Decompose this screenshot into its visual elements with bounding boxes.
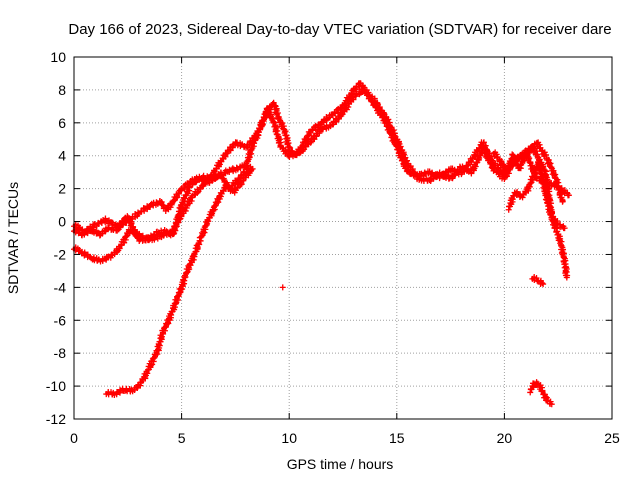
series-4-point: [240, 177, 247, 184]
series-4-point: [191, 251, 198, 258]
series-6-point: [551, 216, 558, 223]
series-7-point: [539, 280, 546, 287]
series-7-point: [540, 281, 547, 288]
y-tick-label: 6: [58, 115, 66, 131]
series-2-point: [396, 143, 403, 150]
y-tick-label: 0: [58, 214, 66, 230]
series-3-point: [129, 223, 136, 230]
y-tick-label: 4: [58, 148, 66, 164]
series-3-point: [75, 225, 82, 232]
series-6-point: [540, 164, 547, 171]
series-2-point: [217, 158, 224, 165]
series-4-point: [201, 229, 208, 236]
series-2-point: [352, 93, 359, 100]
x-tick-label: 25: [604, 430, 620, 446]
x-tick-label: 15: [389, 430, 405, 446]
series-6-point: [509, 151, 516, 158]
series-8-point: [548, 401, 555, 408]
y-tick-label: -12: [46, 411, 66, 427]
series-4-point: [158, 333, 165, 340]
series-2-point: [197, 186, 204, 193]
series-6-point: [521, 157, 528, 164]
x-tick-label: 5: [178, 430, 186, 446]
y-tick-label: 8: [58, 82, 66, 98]
y-tick-label: -6: [54, 312, 67, 328]
y-tick-label: -8: [54, 345, 67, 361]
series-4-point: [123, 387, 130, 394]
series-6-point: [561, 225, 568, 232]
series-1-point: [565, 192, 572, 199]
y-axis-label: SDTVAR / TECUs: [5, 182, 21, 294]
series-2-point: [293, 151, 300, 158]
series-1-point: [468, 159, 475, 166]
series-9-point: [279, 284, 286, 291]
series-5-point: [563, 274, 570, 281]
series-4-point: [204, 218, 211, 225]
series-3-point: [124, 213, 131, 220]
x-tick-label: 0: [70, 430, 78, 446]
x-axis-label: GPS time / hours: [287, 456, 394, 472]
grid-lines: [74, 57, 612, 419]
series-2-point: [390, 127, 397, 134]
series-2-point: [211, 168, 218, 175]
y-axis-ticks: -12 -10 -8 -6 -4 -2 0 2 4 6 8 10: [46, 49, 612, 427]
y-tick-label: 10: [50, 49, 66, 65]
y-tick-label: -10: [46, 378, 66, 394]
series-4-point: [195, 241, 202, 248]
series-2-point: [468, 170, 475, 177]
series-3-point: [133, 231, 140, 238]
plot-frame: [73, 56, 613, 420]
y-tick-label: -4: [54, 279, 67, 295]
series-2-point: [401, 154, 408, 161]
series-2-point: [90, 255, 97, 262]
series-1-point: [270, 99, 277, 106]
series-3-point: [195, 176, 202, 183]
y-tick-label: 2: [58, 181, 66, 197]
series-1-point: [526, 159, 533, 166]
series-3-point: [244, 165, 251, 172]
series-4-point: [249, 165, 256, 172]
chart-title: Day 166 of 2023, Sidereal Day-to-day VTE…: [68, 21, 611, 38]
series-2-point: [557, 188, 564, 195]
series-1-point: [348, 90, 355, 97]
data-points: [71, 80, 572, 408]
series-4-point: [203, 221, 210, 228]
series-4-point: [182, 272, 189, 279]
series-1-point: [273, 110, 280, 117]
series-1-point: [320, 119, 327, 126]
series-2-point: [476, 152, 483, 159]
series-2-point: [559, 198, 566, 205]
series-2-point: [547, 160, 554, 167]
x-axis-ticks: 0 5 10 15 20 25: [70, 57, 620, 446]
x-tick-label: 10: [281, 430, 297, 446]
x-tick-label: 20: [497, 430, 513, 446]
y-tick-label: -2: [54, 246, 67, 262]
